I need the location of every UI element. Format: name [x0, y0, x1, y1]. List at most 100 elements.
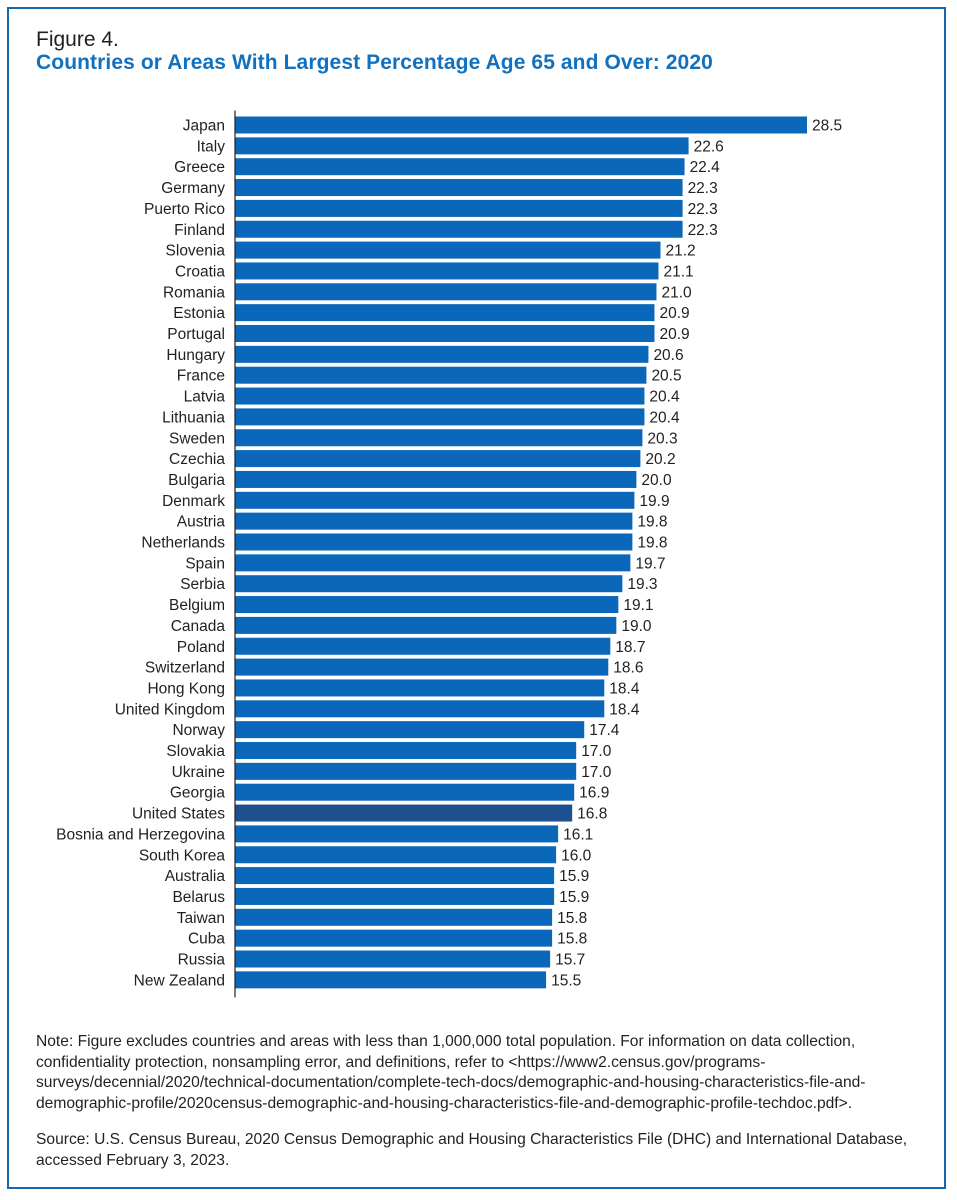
- category-label: Australia: [165, 868, 226, 885]
- value-label: 18.6: [613, 660, 643, 677]
- category-label: Georgia: [170, 785, 226, 802]
- value-label: 20.0: [641, 472, 672, 489]
- category-label: United States: [132, 806, 225, 823]
- bar: [235, 700, 605, 718]
- value-label: 18.4: [609, 680, 640, 697]
- category-label: Portugal: [167, 326, 225, 343]
- value-label: 15.5: [551, 972, 581, 989]
- category-label: Norway: [172, 722, 225, 739]
- bar: [235, 137, 689, 155]
- bar: [235, 116, 807, 134]
- category-label: Canada: [171, 618, 226, 635]
- bar: [235, 533, 633, 551]
- figure-source: Source: U.S. Census Bureau, 2020 Census …: [36, 1131, 908, 1169]
- value-label: 22.4: [690, 159, 721, 176]
- category-label: Germany: [161, 180, 225, 197]
- value-label: 20.2: [645, 451, 675, 468]
- category-label: Sweden: [169, 430, 225, 447]
- value-label: 21.2: [665, 243, 695, 260]
- value-label: 17.0: [581, 743, 612, 760]
- category-label: Finland: [174, 222, 225, 239]
- category-label: Slovenia: [166, 243, 226, 260]
- value-label: 15.9: [559, 889, 589, 906]
- value-label: 16.8: [577, 806, 607, 823]
- value-label: 15.8: [557, 910, 587, 927]
- category-label: Austria: [177, 514, 226, 531]
- value-label: 22.3: [688, 222, 718, 239]
- value-label: 16.0: [561, 847, 592, 864]
- category-label: Latvia: [184, 389, 226, 406]
- bar: [235, 241, 661, 259]
- category-label: Serbia: [180, 576, 225, 593]
- bar: [235, 804, 573, 822]
- category-label: Switzerland: [145, 660, 225, 677]
- value-label: 19.1: [623, 597, 653, 614]
- category-label: Belgium: [169, 597, 225, 614]
- bar: [235, 387, 645, 405]
- category-label: Netherlands: [141, 535, 225, 552]
- bar: [235, 596, 619, 614]
- bar: [235, 491, 635, 509]
- category-label: Ukraine: [172, 764, 225, 781]
- value-label: 16.9: [579, 785, 609, 802]
- bar: [235, 179, 683, 197]
- figure-title: Countries or Areas With Largest Percenta…: [36, 51, 713, 74]
- bar-chart: Japan 28.5 Italy 22.6 Greece 22.4 Germany 22.3 P…: [56, 110, 842, 998]
- category-label: Romania: [163, 284, 225, 301]
- bar: [235, 825, 559, 843]
- bar: [235, 908, 553, 926]
- value-label: 16.1: [563, 826, 593, 843]
- bar: [235, 721, 585, 739]
- value-label: 28.5: [812, 118, 842, 135]
- value-label: 20.9: [659, 305, 689, 322]
- bar: [235, 971, 547, 989]
- bar: [235, 470, 637, 488]
- bar: [235, 846, 557, 864]
- category-label: Cuba: [188, 931, 225, 948]
- category-label: Belarus: [172, 889, 225, 906]
- value-label: 20.3: [647, 430, 677, 447]
- figure-note: Note: Figure excludes countries and area…: [36, 1033, 866, 1112]
- category-label: United Kingdom: [115, 701, 225, 718]
- value-label: 20.4: [649, 389, 680, 406]
- bar: [235, 325, 655, 342]
- value-label: 20.4: [649, 409, 680, 426]
- value-label: 21.0: [661, 284, 692, 301]
- value-label: 18.7: [615, 639, 645, 656]
- value-label: 20.6: [653, 347, 683, 364]
- category-label: Estonia: [173, 305, 225, 322]
- bar: [235, 429, 643, 447]
- category-label: Greece: [174, 159, 225, 176]
- category-label: Puerto Rico: [144, 201, 225, 218]
- bar: [235, 554, 631, 572]
- category-label: Hungary: [166, 347, 225, 364]
- value-label: 20.9: [659, 326, 689, 343]
- value-label: 22.3: [688, 180, 718, 197]
- value-label: 18.4: [609, 701, 640, 718]
- category-label: Lithuania: [162, 409, 225, 426]
- bar: [235, 220, 683, 238]
- bar: [235, 408, 645, 426]
- bar: [235, 658, 609, 676]
- category-label: Bulgaria: [168, 472, 225, 489]
- bar: [235, 450, 641, 468]
- bar: [235, 679, 605, 697]
- category-label: Italy: [197, 138, 226, 155]
- bar: [235, 345, 649, 363]
- value-label: 19.7: [635, 555, 665, 572]
- value-label: 15.7: [555, 952, 585, 969]
- category-label: Denmark: [162, 493, 225, 510]
- figure-label: Figure 4.: [36, 28, 119, 51]
- bar: [235, 950, 551, 968]
- figure-frame: [7, 7, 946, 1189]
- bar: [235, 867, 555, 885]
- bar: [235, 366, 647, 384]
- bar: [235, 512, 633, 530]
- category-label: South Korea: [139, 847, 226, 864]
- category-label: Spain: [185, 555, 225, 572]
- value-label: 22.3: [688, 201, 718, 218]
- category-label: Hong Kong: [147, 680, 225, 697]
- category-label: Slovakia: [166, 743, 225, 760]
- value-label: 21.1: [663, 263, 693, 280]
- category-label: New Zealand: [134, 972, 225, 989]
